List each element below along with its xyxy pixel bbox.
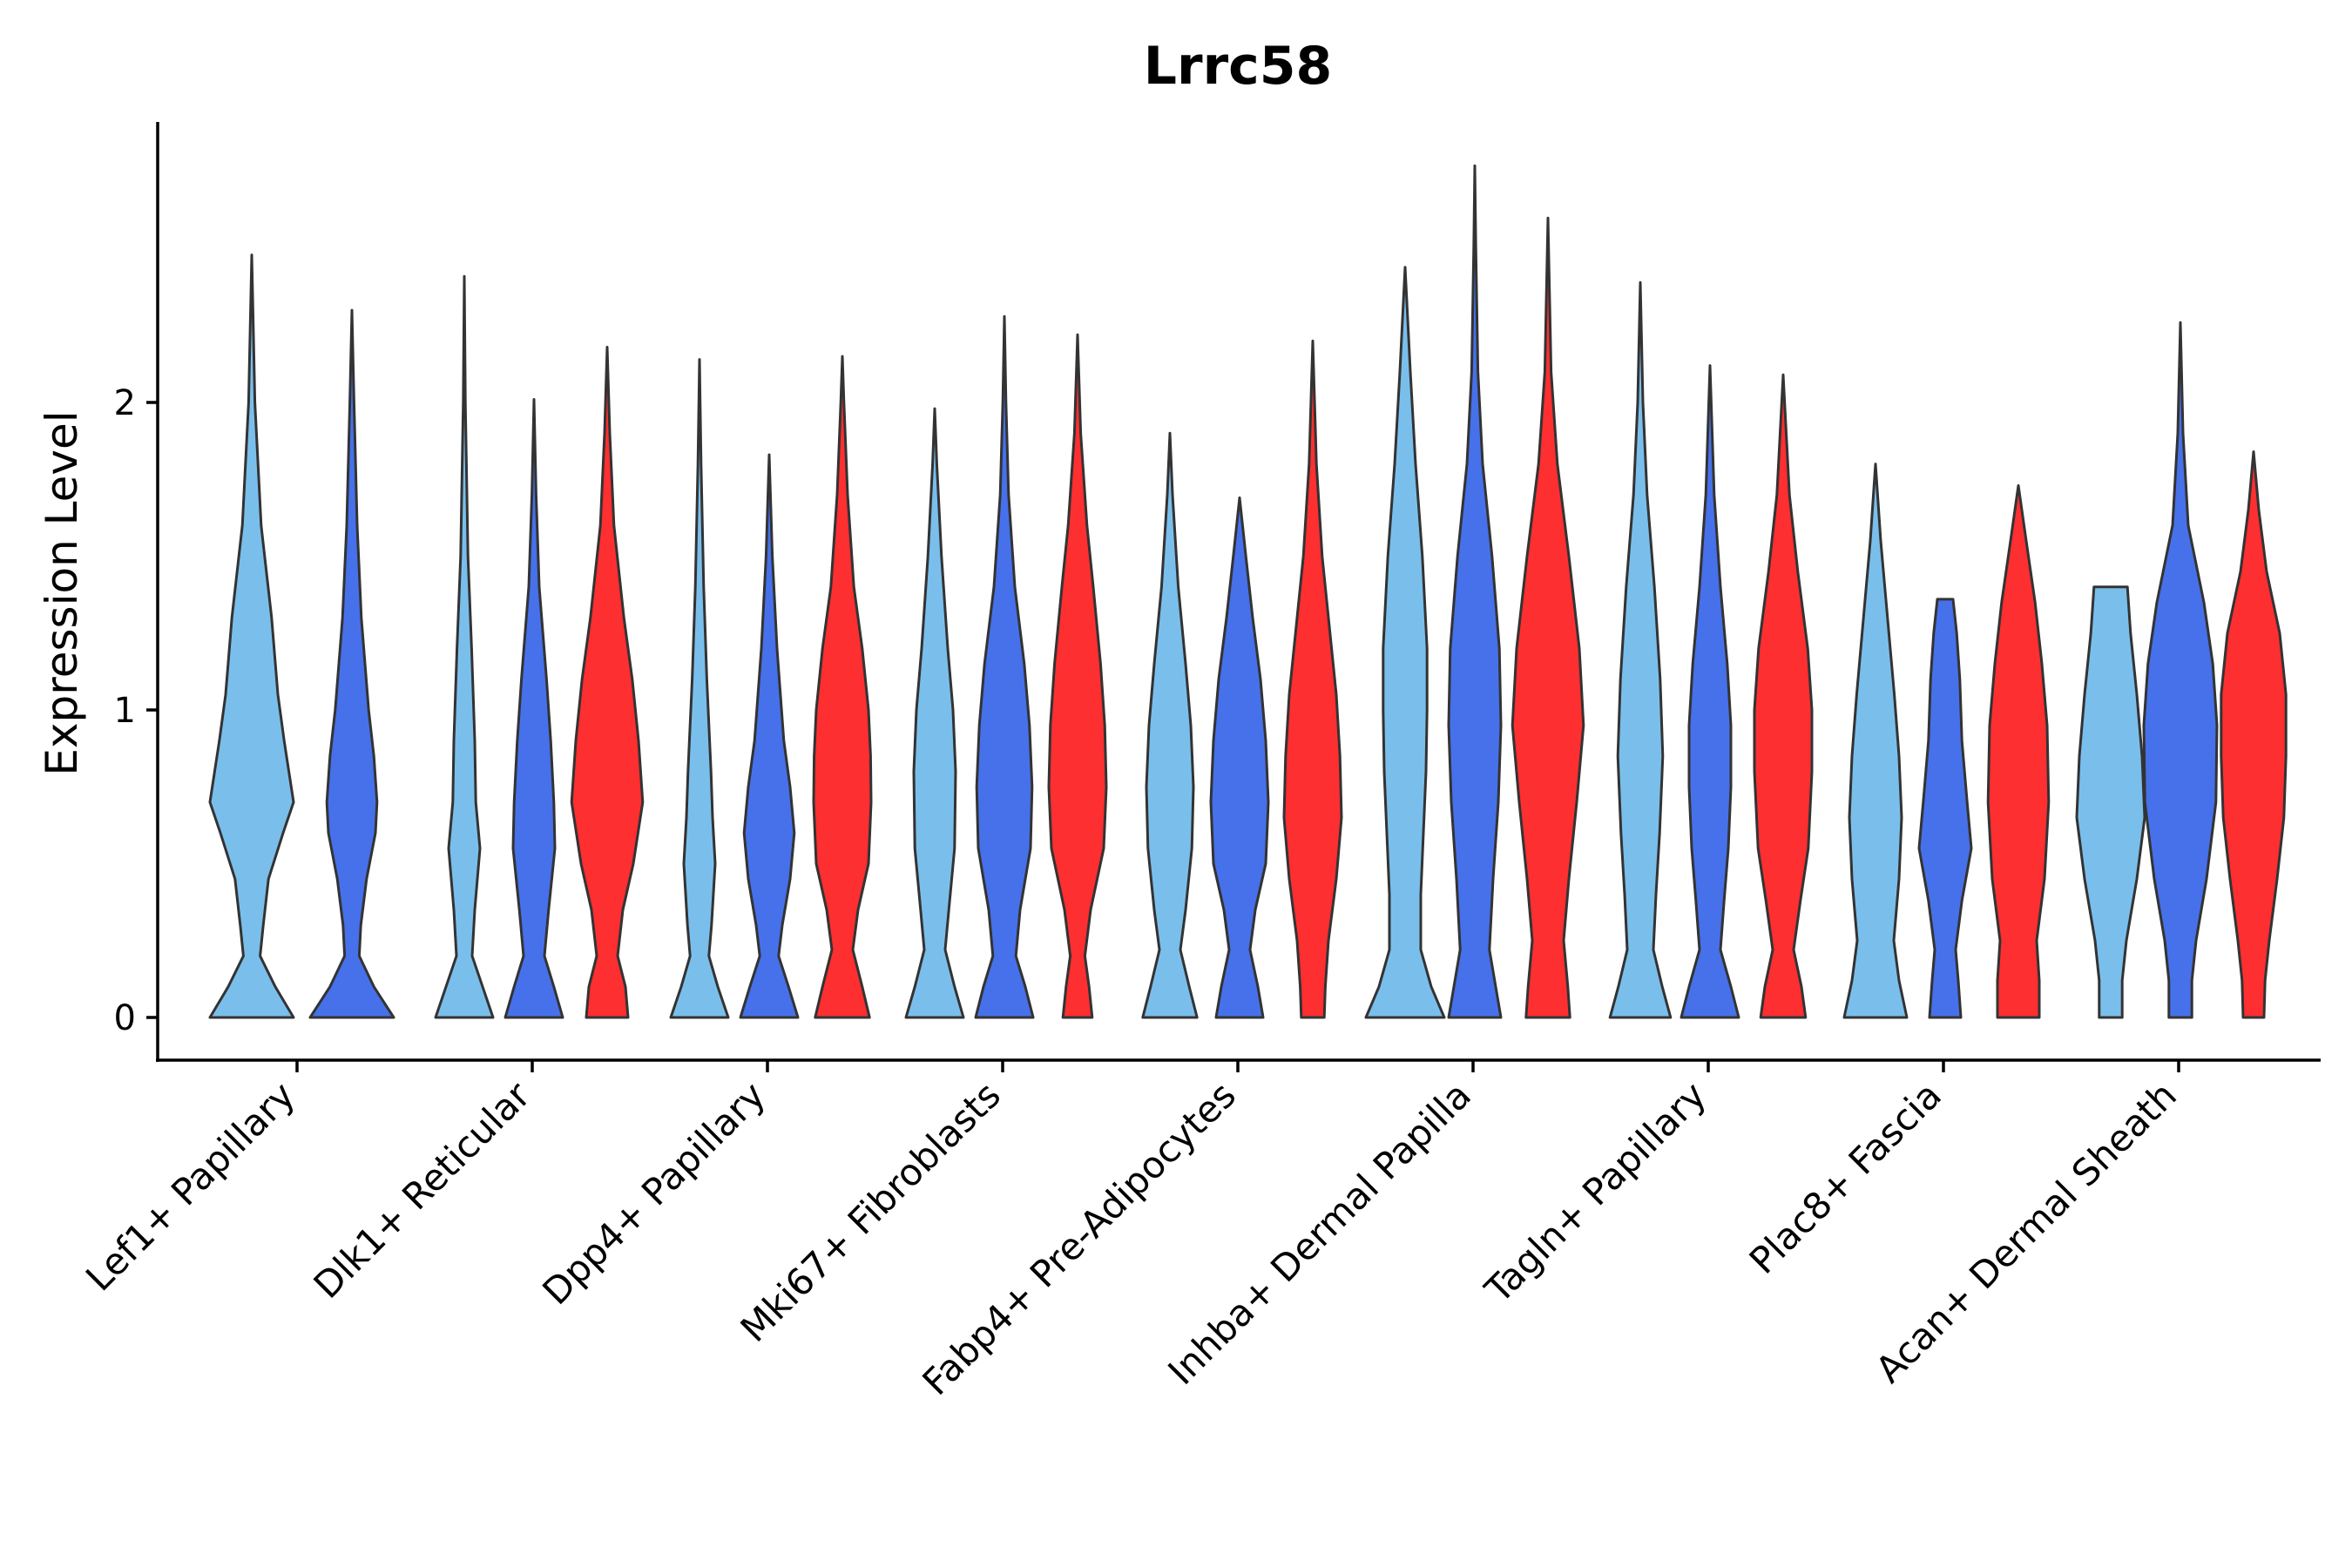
y-tick-label-2: 2 (114, 383, 136, 423)
x-tick-label-1: Lef1+ Papillary (78, 1073, 303, 1299)
violin-cat3-group3 (812, 355, 873, 1019)
chart-title: Lrrc58 (1144, 36, 1332, 97)
violin-cat4-group1 (904, 407, 965, 1019)
violin-cat1-group2 (308, 308, 395, 1019)
y-tick-label-1: 1 (114, 691, 136, 731)
violin-cat4-group2 (974, 314, 1035, 1019)
y-tick-label-0: 0 (114, 998, 136, 1038)
x-tick-label-4: Mki67+ Fibroblasts (733, 1073, 1009, 1349)
category-7 (1608, 280, 1814, 1019)
category-4 (904, 314, 1108, 1019)
x-tick-label-8: Plac8+ Fascia (1741, 1073, 1950, 1281)
violin-cat3-group1 (669, 358, 730, 1019)
x-tick-label-3: Dpp4+ Papillary (534, 1073, 774, 1313)
violin-cat7-group2 (1680, 364, 1740, 1019)
violin-cat2-group3 (570, 346, 645, 1019)
y-axis-label: Expression Level (37, 410, 87, 775)
violin-cat6-group2 (1447, 164, 1503, 1019)
x-tick-label-2: Dlk1+ Reticular (306, 1073, 539, 1307)
violin-cat8-group3 (1986, 483, 2051, 1019)
category-3 (669, 355, 873, 1019)
violin-cat8-group1 (1842, 463, 1909, 1019)
violin-cat6-group3 (1511, 216, 1585, 1019)
violin-cat2-group1 (434, 274, 495, 1019)
violin-cat8-group2 (1917, 598, 1973, 1019)
violin-cat7-group3 (1753, 373, 1814, 1019)
violins-layer (208, 164, 2288, 1019)
violin-cat3-group2 (739, 453, 800, 1019)
violin-cat4-group3 (1047, 333, 1108, 1019)
y-ticks: 0 1 2 (114, 383, 158, 1038)
violin-cat7-group1 (1608, 280, 1673, 1019)
category-6 (1364, 164, 1585, 1019)
x-tick-label-7: Tagln+ Papillary (1477, 1073, 1714, 1311)
category-9 (2075, 321, 2288, 1019)
category-5 (1141, 339, 1343, 1019)
violin-cat6-group1 (1364, 266, 1446, 1019)
violin-cat9-group3 (2220, 450, 2288, 1019)
violin-cat9-group2 (2142, 321, 2219, 1019)
violin-cat5-group2 (1209, 496, 1270, 1019)
violin-cat9-group1 (2075, 585, 2146, 1019)
violin-cat2-group2 (504, 398, 564, 1019)
category-2 (434, 274, 645, 1019)
violin-cat1-group1 (208, 253, 295, 1019)
violin-cat5-group3 (1282, 339, 1343, 1019)
category-1 (208, 253, 395, 1019)
category-8 (1842, 463, 2051, 1019)
violin-cat5-group1 (1141, 431, 1199, 1019)
